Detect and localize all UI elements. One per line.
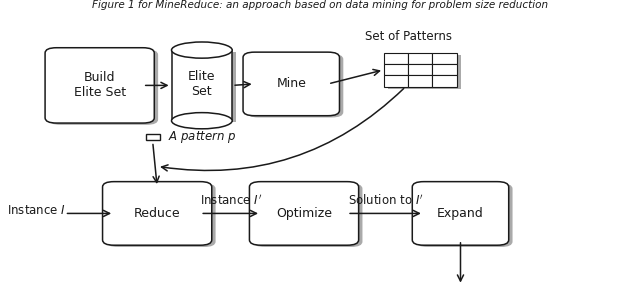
Bar	[384, 75, 408, 87]
Bar	[408, 53, 433, 64]
Bar	[384, 53, 408, 64]
Bar	[408, 64, 433, 75]
Ellipse shape	[172, 113, 232, 129]
Ellipse shape	[172, 42, 232, 58]
Text: Elite
Set: Elite Set	[188, 70, 216, 98]
Text: Mine: Mine	[276, 77, 306, 90]
FancyBboxPatch shape	[247, 54, 343, 117]
Text: Solution to $I'$: Solution to $I'$	[348, 193, 423, 207]
FancyBboxPatch shape	[243, 52, 339, 116]
Bar	[433, 53, 457, 64]
Bar	[175, 52, 236, 122]
Text: Expand: Expand	[437, 207, 484, 220]
Text: Instance $I$: Instance $I$	[7, 204, 66, 217]
Text: Optimize: Optimize	[276, 207, 332, 220]
FancyBboxPatch shape	[106, 183, 216, 247]
FancyBboxPatch shape	[250, 182, 358, 245]
FancyBboxPatch shape	[102, 182, 212, 245]
Text: Figure 1 for MineReduce: an approach based on data mining for problem size reduc: Figure 1 for MineReduce: an approach bas…	[92, 0, 548, 10]
Text: Set of Patterns: Set of Patterns	[365, 30, 452, 43]
Bar	[388, 55, 461, 89]
Bar	[408, 75, 433, 87]
Text: Build
Elite Set: Build Elite Set	[74, 72, 125, 100]
Text: A pattern $p$: A pattern $p$	[168, 129, 236, 145]
Bar	[146, 134, 160, 140]
FancyBboxPatch shape	[412, 182, 509, 245]
FancyBboxPatch shape	[45, 48, 154, 123]
FancyBboxPatch shape	[253, 183, 362, 247]
Bar	[433, 75, 457, 87]
Bar	[384, 64, 408, 75]
FancyBboxPatch shape	[416, 183, 513, 247]
Text: Instance $I'$: Instance $I'$	[200, 193, 262, 207]
Text: Reduce: Reduce	[134, 207, 180, 220]
Bar	[433, 64, 457, 75]
Bar	[172, 50, 232, 121]
FancyBboxPatch shape	[49, 49, 158, 125]
